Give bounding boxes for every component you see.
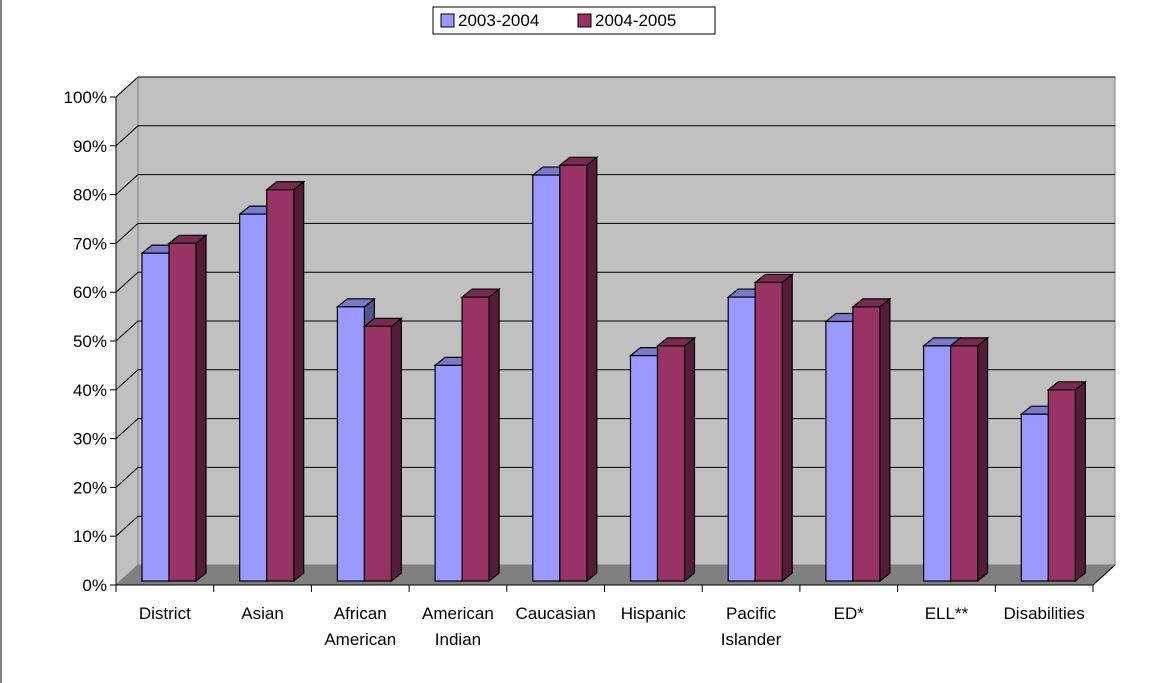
- bar: [922, 345, 952, 582]
- y-tick-label: 60%: [73, 283, 107, 302]
- gridline-side: [115, 320, 139, 342]
- legend-label: 2004-2005: [595, 11, 676, 30]
- bar: [754, 281, 783, 582]
- bar-side: [586, 156, 598, 583]
- x-tick-label: American Indian: [422, 604, 494, 649]
- gridline-side: [115, 223, 139, 244]
- bar: [656, 345, 686, 582]
- y-tick-label: 0%: [82, 576, 107, 595]
- bar: [434, 364, 463, 582]
- bar: [1020, 413, 1049, 582]
- bar: [727, 296, 756, 582]
- bar: [168, 242, 197, 582]
- bar-side: [879, 297, 891, 583]
- x-tick-label: Asian: [241, 604, 284, 623]
- gridline-side: [115, 125, 139, 147]
- y-tick-label: 30%: [73, 430, 107, 449]
- bar: [629, 355, 659, 582]
- legend-label: 2003-2004: [458, 11, 539, 30]
- x-tick-label: Pacific Islander: [721, 604, 782, 649]
- x-tick-label: ELL**: [925, 604, 969, 623]
- gridline-side: [115, 515, 139, 537]
- bar: [532, 174, 561, 582]
- y-tick-label: 40%: [73, 381, 107, 400]
- x-tick-label: ED*: [834, 604, 865, 623]
- x-tick-label: Caucasian: [515, 604, 595, 623]
- gridline-side: [115, 174, 139, 195]
- x-tick-label: Disabilities: [1004, 604, 1085, 623]
- bar-side: [1074, 380, 1086, 583]
- gridline-side: [115, 418, 139, 439]
- y-tick-label: 100%: [64, 88, 107, 107]
- legend-swatch: [440, 13, 455, 28]
- x-tick-label: African American: [324, 604, 396, 649]
- bar: [949, 345, 979, 582]
- bar: [363, 325, 392, 582]
- y-tick-label: 10%: [73, 527, 107, 546]
- bar-side: [390, 317, 402, 583]
- y-tick-label: 90%: [73, 137, 107, 156]
- bar: [239, 213, 268, 582]
- bar-side: [976, 336, 989, 583]
- y-tick-label: 80%: [73, 186, 107, 205]
- x-axis-depth-line: [1092, 564, 1116, 586]
- bar: [825, 320, 854, 582]
- x-tick-label: District: [139, 604, 191, 623]
- gridline-side: [115, 369, 139, 391]
- y-tick-label: 20%: [73, 478, 107, 497]
- bar: [141, 252, 170, 582]
- gridline-side: [115, 271, 139, 293]
- bar: [266, 189, 295, 582]
- bar-side: [293, 180, 305, 583]
- legend-box: [432, 6, 716, 35]
- bar: [336, 306, 365, 582]
- y-tick-label: 70%: [73, 234, 107, 253]
- bar-side: [195, 234, 207, 583]
- x-tick-label: Hispanic: [621, 604, 687, 623]
- bar: [852, 306, 881, 582]
- bar: [461, 296, 490, 582]
- bar-side: [781, 273, 793, 583]
- gridline-side: [115, 76, 139, 98]
- bar-side: [488, 287, 500, 583]
- bar: [559, 164, 588, 582]
- gridline-side: [115, 467, 139, 488]
- legend-swatch: [577, 13, 592, 28]
- bar-side: [683, 336, 696, 583]
- bar: [1047, 389, 1076, 582]
- y-tick-label: 50%: [73, 332, 107, 351]
